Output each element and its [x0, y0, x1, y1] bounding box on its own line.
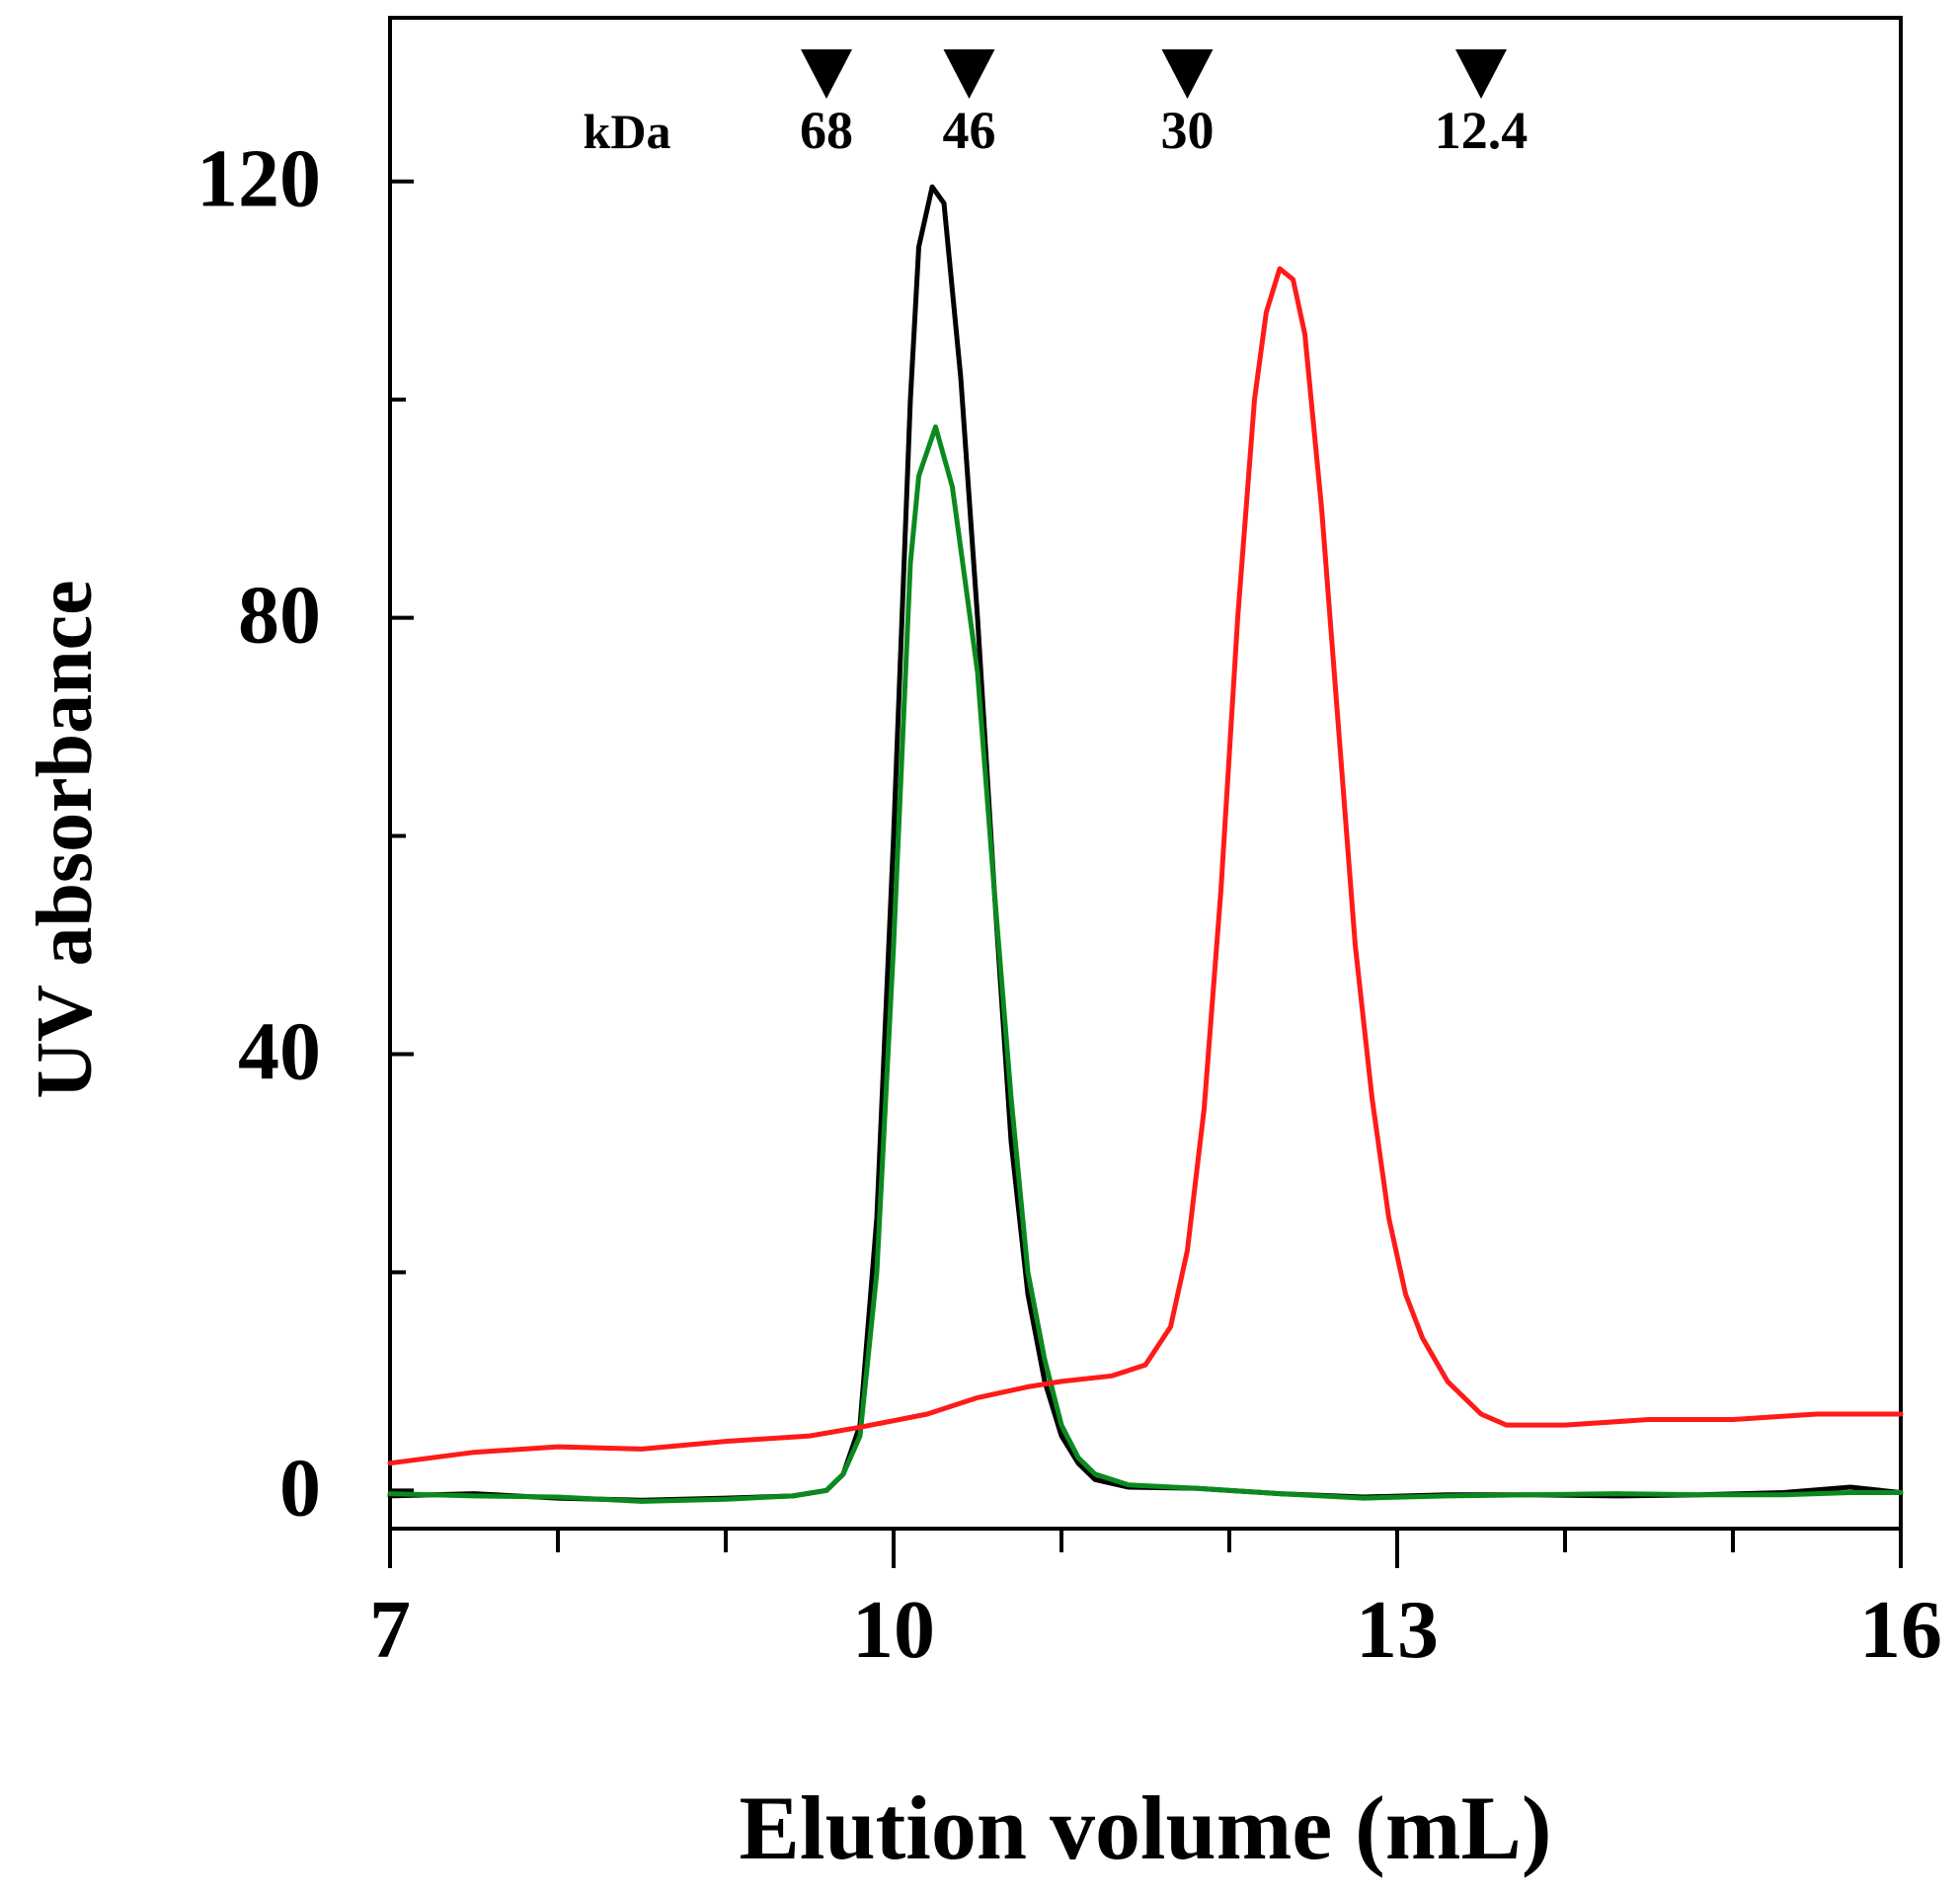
green-trace-line — [387, 424, 1904, 1504]
red-trace-line — [387, 266, 1904, 1466]
kda-unit-label: kDa — [584, 104, 671, 159]
x-tick-label: 13 — [1356, 1584, 1439, 1676]
x-axis-ticks: 7 10 13 16 — [369, 1529, 1942, 1676]
mw-marker-label: 12.4 — [1435, 101, 1529, 160]
mw-marker-triangle — [1161, 49, 1214, 99]
x-tick-label: 10 — [852, 1584, 935, 1676]
series-layer — [387, 184, 1904, 1504]
mw-marker-triangle — [943, 49, 995, 99]
mw-marker-label: 30 — [1161, 101, 1215, 160]
y-tick-label: 80 — [238, 570, 321, 662]
mw-marker-label: 68 — [800, 101, 853, 160]
black-trace-line — [387, 184, 1904, 1503]
plot-frame — [388, 16, 1903, 1531]
y-axis-ticks: 0 40 80 120 — [196, 133, 414, 1534]
mw-markers: kDa 68 46 30 12.4 — [584, 49, 1529, 160]
mw-marker-triangle — [1455, 49, 1507, 99]
x-tick-label: 7 — [369, 1584, 411, 1676]
mw-marker-triangle — [801, 49, 852, 99]
y-tick-label: 0 — [279, 1442, 321, 1534]
y-tick-label: 40 — [238, 1005, 321, 1097]
x-axis-title: Elution volume (mL) — [740, 1777, 1552, 1878]
x-tick-label: 16 — [1859, 1584, 1942, 1676]
y-axis-title: UV absorbance — [22, 580, 109, 1098]
y-tick-label: 120 — [196, 133, 321, 225]
mw-marker-label: 46 — [943, 101, 996, 160]
